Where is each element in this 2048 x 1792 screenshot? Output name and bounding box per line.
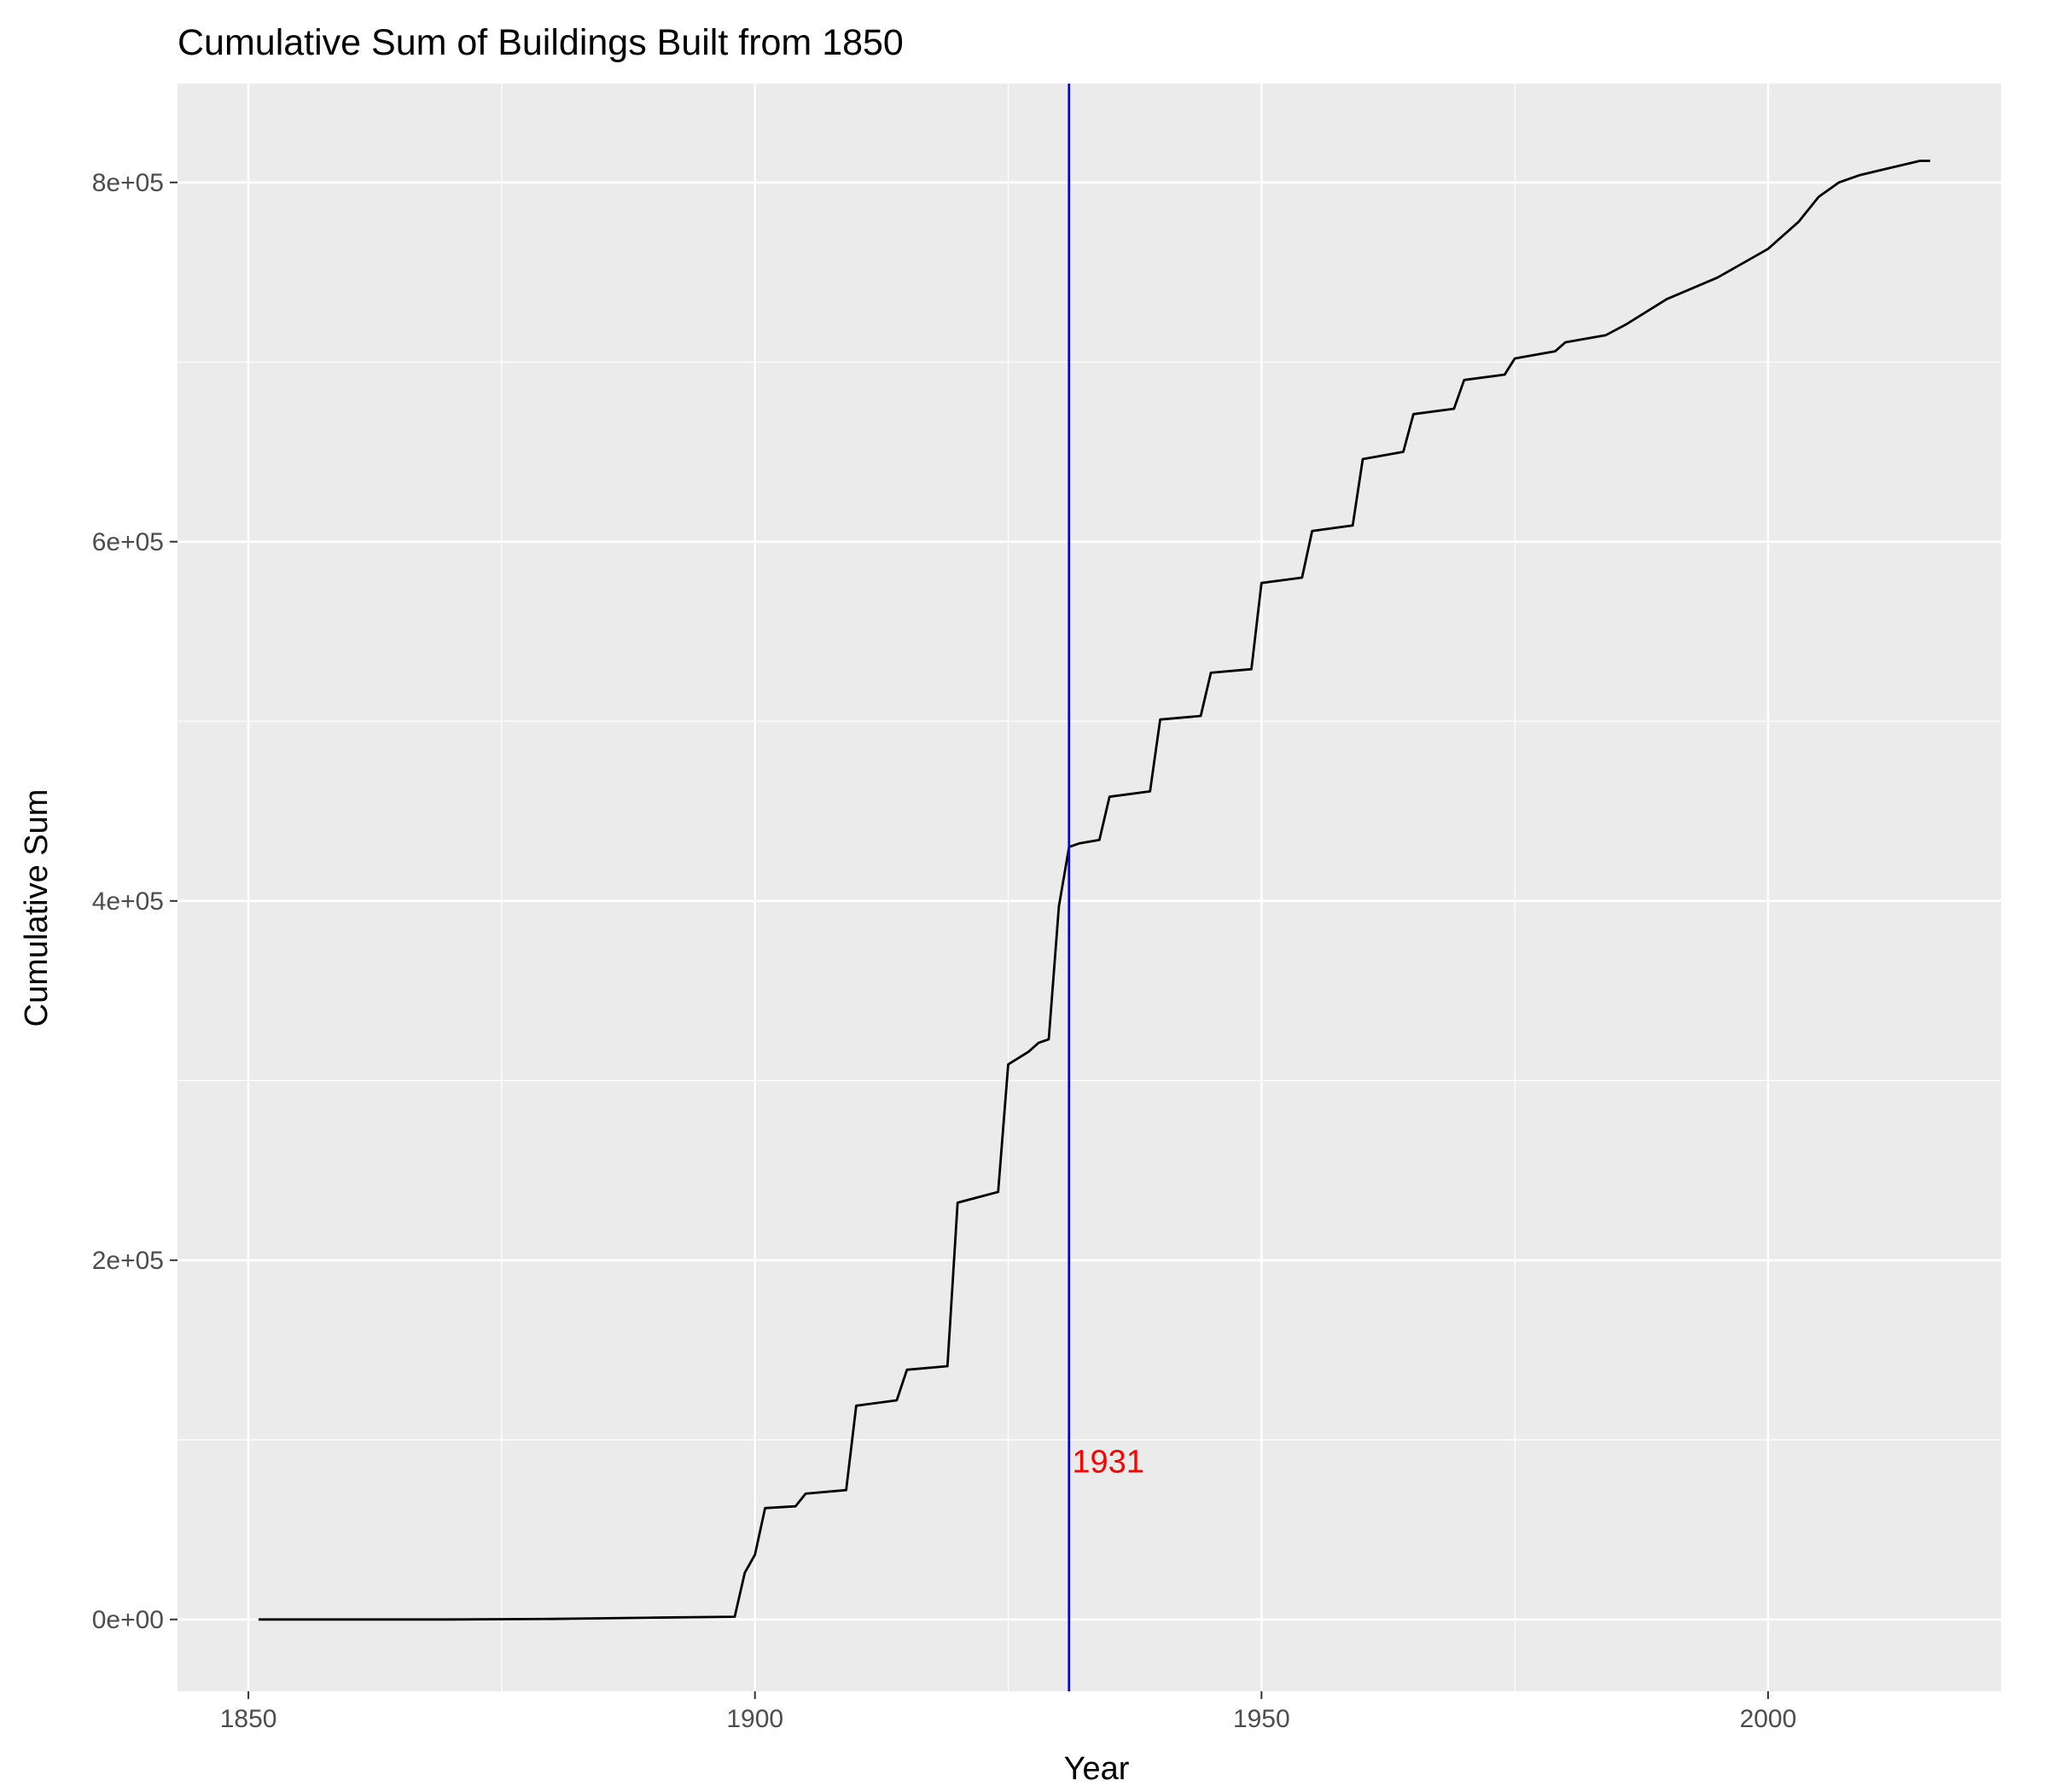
cumulative-sum-line bbox=[259, 160, 1930, 1621]
plot-panel bbox=[177, 84, 2001, 1691]
y-tick-label: 2e+05 bbox=[92, 1247, 164, 1275]
y-tick-label: 4e+05 bbox=[92, 887, 164, 916]
x-tick-label: 2000 bbox=[1740, 1705, 1797, 1733]
annotation-label: 1931 bbox=[1072, 1445, 1144, 1481]
x-tick-label: 1850 bbox=[220, 1705, 277, 1733]
y-tick-label: 8e+05 bbox=[92, 169, 164, 197]
grid-layer bbox=[177, 84, 2001, 1691]
x-tick-label: 1950 bbox=[1233, 1705, 1290, 1733]
y-axis-title: Cumulative Sum bbox=[19, 789, 55, 1027]
y-tick-label: 6e+05 bbox=[92, 528, 164, 556]
panel-background bbox=[177, 84, 2001, 1691]
axis-layer: 1850 1900 1950 2000 0e+00 2e+05 4e+05 6e+05 8e+0… bbox=[92, 169, 1797, 1733]
data-layer: 1931 bbox=[259, 84, 1930, 1691]
x-axis-title: Year bbox=[1064, 1751, 1130, 1787]
y-tick-label: 0e+00 bbox=[92, 1606, 164, 1634]
x-tick-label: 1900 bbox=[726, 1705, 783, 1733]
chart-title: Cumulative Sum of Buildings Built from 1… bbox=[177, 22, 904, 63]
